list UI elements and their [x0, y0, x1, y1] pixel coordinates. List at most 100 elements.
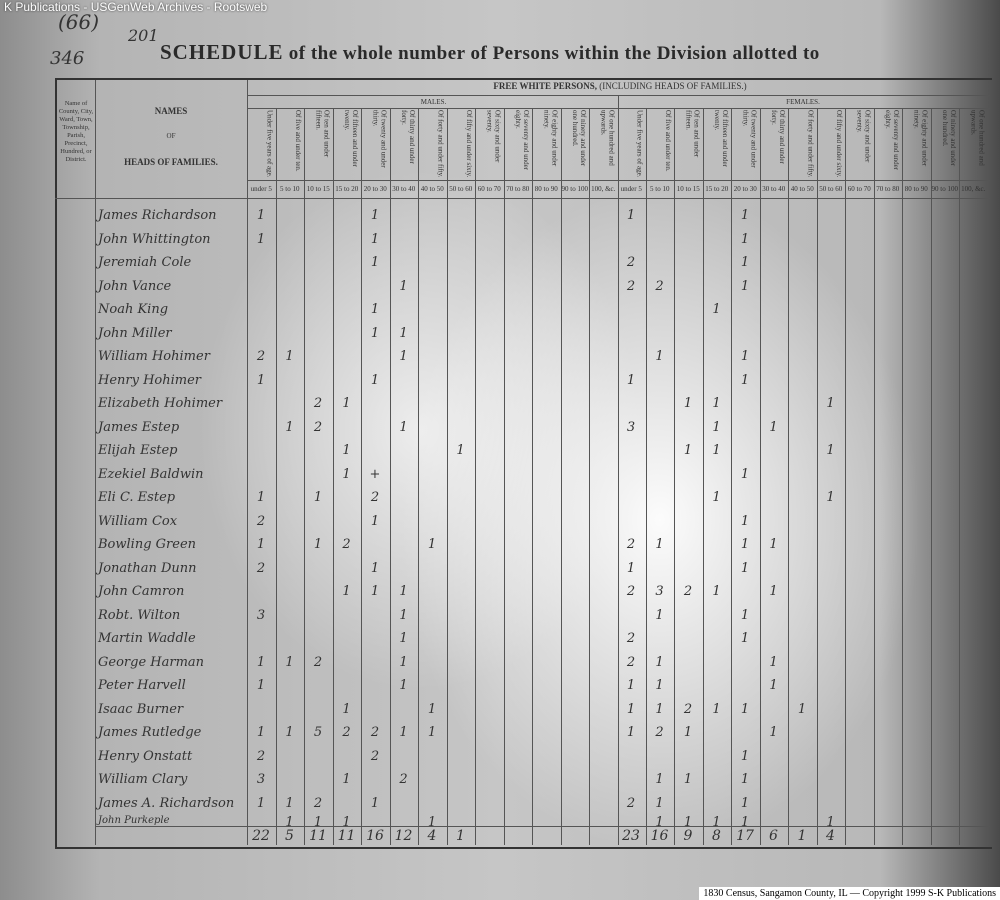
males-age-label: 10 to 15 [306, 185, 330, 193]
females-count-cell: 1 [683, 443, 693, 458]
females-count-cell: 1 [655, 349, 664, 364]
females-count-cell: 1 [740, 208, 750, 223]
females-age-label: 100, &c. [961, 185, 986, 193]
head-of-family-name: Jonathan Dunn [98, 560, 197, 576]
schedule-title: SCHEDULE of the whole number of Persons … [160, 40, 820, 65]
head-of-family-name: Isaac Burner [98, 701, 184, 717]
column-divider [390, 108, 391, 845]
females-column-header: Of ten and under fifteen. [684, 110, 701, 158]
column-divider [703, 108, 704, 845]
females-header: FEMALES. [786, 98, 820, 106]
females-count-cell: 1 [769, 419, 778, 435]
header-divider [55, 198, 990, 199]
head-of-family-name: Martin Waddle [98, 631, 196, 646]
females-column-header: Of thirty and under forty. [770, 110, 786, 164]
females-count-cell: 1 [740, 815, 750, 830]
females-count-cell: 1 [740, 231, 750, 247]
males-count-cell: 1 [399, 725, 408, 740]
column-divider [760, 108, 761, 845]
females-count-cell: 1 [740, 466, 750, 482]
females-count-cell: 1 [712, 490, 721, 505]
females-count-cell: 1 [740, 255, 750, 270]
census-table [55, 78, 992, 849]
females-count-cell: 1 [826, 443, 835, 458]
females-column-header: Of five and under ten. [664, 110, 672, 172]
head-of-family-name: John Whittington [98, 231, 211, 247]
males-count-cell: 1 [256, 725, 266, 740]
females-count-cell: 1 [712, 302, 721, 317]
females-age-label: 10 to 15 [676, 185, 700, 193]
females-total-cell: 9 [683, 828, 693, 844]
males-count-cell: 1 [285, 654, 294, 670]
females-count-cell: 1 [740, 795, 750, 811]
head-of-family-name: James Estep [98, 419, 180, 435]
males-total-cell: 12 [394, 828, 413, 844]
females-count-cell: 1 [655, 701, 664, 717]
males-count-cell: 1 [342, 772, 351, 787]
females-count-cell: 1 [655, 678, 664, 693]
females-total-cell: 6 [769, 828, 778, 844]
females-column-header: Of one hundred and upwards. [969, 110, 986, 166]
females-total-cell: 16 [650, 828, 669, 844]
males-total-cell: 22 [252, 828, 270, 844]
females-count-cell: 1 [740, 537, 750, 552]
males-count-cell: 1 [399, 584, 408, 599]
females-count-cell: 1 [626, 208, 636, 223]
males-count-cell: 1 [256, 795, 266, 811]
females-count-cell: 1 [740, 372, 750, 388]
females-count-cell: 1 [740, 701, 750, 717]
females-column-header: Of forty and under fifty. [806, 110, 815, 178]
males-age-label: 60 to 70 [477, 185, 501, 193]
males-age-label: 40 to 50 [420, 185, 444, 193]
males-count-cell: 2 [399, 772, 408, 787]
males-age-label: 5 to 10 [280, 185, 300, 193]
column-divider [447, 108, 448, 845]
males-count-cell: 1 [456, 443, 465, 458]
column-divider [276, 108, 277, 845]
females-count-cell: 2 [655, 725, 664, 740]
males-count-cell: 1 [313, 537, 323, 552]
males-column-header: Of sixty and under seventy. [485, 110, 502, 163]
males-column-header: Of twenty and under thirty. [371, 110, 388, 168]
column-divider [902, 108, 903, 845]
females-count-cell: 1 [626, 725, 636, 740]
males-count-cell: 1 [256, 208, 266, 223]
males-age-label: 100, &c. [591, 185, 616, 193]
females-column-header: Of twenty and under thirty. [741, 110, 758, 168]
females-count-cell: 1 [740, 560, 750, 576]
column-divider [475, 108, 476, 845]
females-age-label: 60 to 70 [847, 185, 871, 193]
head-of-family-name: Eli C. Estep [98, 490, 176, 505]
males-age-label: 30 to 40 [392, 185, 416, 193]
column-divider [931, 108, 932, 845]
males-column-header: Of fifty and under sixty. [465, 110, 473, 178]
head-of-family-name: William Hohimer [98, 349, 210, 364]
males-count-cell: 1 [285, 725, 294, 740]
head-of-family-name: Jeremiah Cole [98, 255, 192, 270]
females-count-cell: 2 [683, 584, 693, 599]
males-count-cell: 1 [399, 278, 408, 294]
males-count-cell: 1 [342, 466, 351, 482]
females-column-header: Under five years of age. [635, 110, 644, 178]
males-count-cell: 1 [285, 795, 294, 811]
males-count-cell: 1 [370, 584, 380, 599]
totals-divider [95, 826, 990, 827]
females-count-cell: 1 [655, 772, 664, 787]
females-count-cell: 2 [626, 631, 636, 646]
head-of-family-name: James A. Richardson [98, 795, 235, 811]
females-count-cell: 1 [655, 795, 664, 811]
females-count-cell: 1 [712, 443, 721, 458]
females-count-cell: 1 [712, 396, 721, 411]
males-column-header: Of seventy and under eighty. [514, 110, 530, 171]
males-count-cell: 1 [342, 584, 351, 599]
free-white-note: (INCLUDING HEADS OF FAMILIES.) [599, 81, 747, 91]
column-divider [988, 108, 989, 845]
column-divider [304, 108, 305, 845]
column-divider [532, 108, 533, 845]
females-count-cell: 1 [826, 396, 835, 411]
males-count-cell: 1 [399, 607, 408, 623]
head-of-family-name: John Miller [98, 325, 172, 341]
males-total-cell: 4 [427, 828, 437, 844]
males-count-cell: 1 [370, 302, 380, 317]
